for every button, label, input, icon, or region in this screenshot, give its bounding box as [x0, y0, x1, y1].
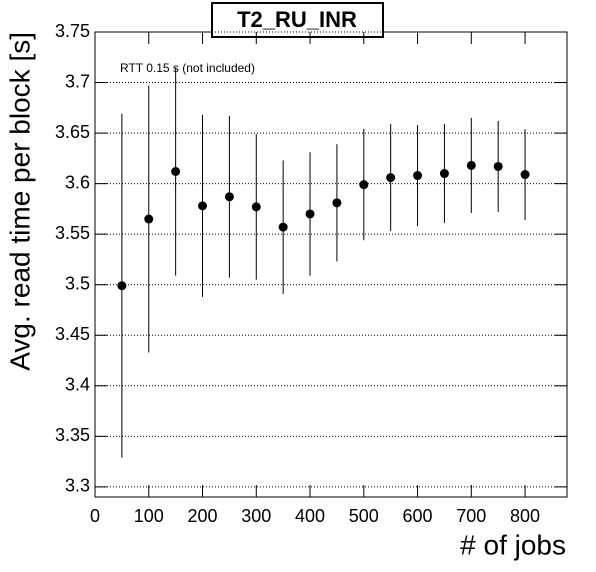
annotation: RTT 0.15 s (not included): [120, 61, 255, 75]
x-tick-label: 800: [510, 506, 540, 526]
x-tick-label: 700: [456, 506, 486, 526]
data-point: [439, 169, 449, 179]
data-point: [359, 180, 369, 190]
x-tick-label: 300: [241, 506, 271, 526]
y-tick-label: 3.6: [65, 172, 90, 192]
x-tick-label: 0: [90, 506, 100, 526]
data-point: [332, 198, 342, 208]
chart-title: T2_RU_INR: [237, 7, 357, 32]
x-tick-label: 400: [295, 506, 325, 526]
data-point: [278, 222, 288, 232]
x-axis-label: # of jobs: [460, 529, 566, 560]
y-tick-label: 3.65: [55, 122, 90, 142]
data-point: [171, 167, 181, 176]
y-tick-label: 3.4: [65, 375, 90, 395]
y-tick-label: 3.75: [55, 21, 90, 41]
y-tick-label: 3.3: [65, 476, 90, 496]
y-tick-label: 3.55: [55, 223, 90, 243]
data-point: [305, 209, 315, 219]
data-point: [466, 160, 476, 170]
x-tick-label: 500: [349, 506, 379, 526]
x-tick-label: 600: [403, 506, 433, 526]
data-point: [413, 171, 423, 181]
x-tick-label: 200: [187, 506, 217, 526]
data-point: [224, 192, 234, 202]
y-tick-label: 3.7: [65, 71, 90, 91]
data-point: [251, 202, 261, 212]
y-axis-label: Avg. read time per block [s]: [4, 32, 35, 371]
data-point: [144, 214, 154, 224]
title-box: [211, 2, 384, 38]
data-point: [386, 173, 396, 183]
data-point: [520, 170, 530, 180]
data-point: [493, 161, 503, 171]
data-point: [198, 201, 208, 211]
y-tick-label: 3.45: [55, 324, 90, 344]
y-tick-label: 3.35: [55, 425, 90, 445]
y-tick-label: 3.5: [65, 273, 90, 293]
data-point: [117, 281, 127, 291]
x-tick-label: 100: [134, 506, 164, 526]
